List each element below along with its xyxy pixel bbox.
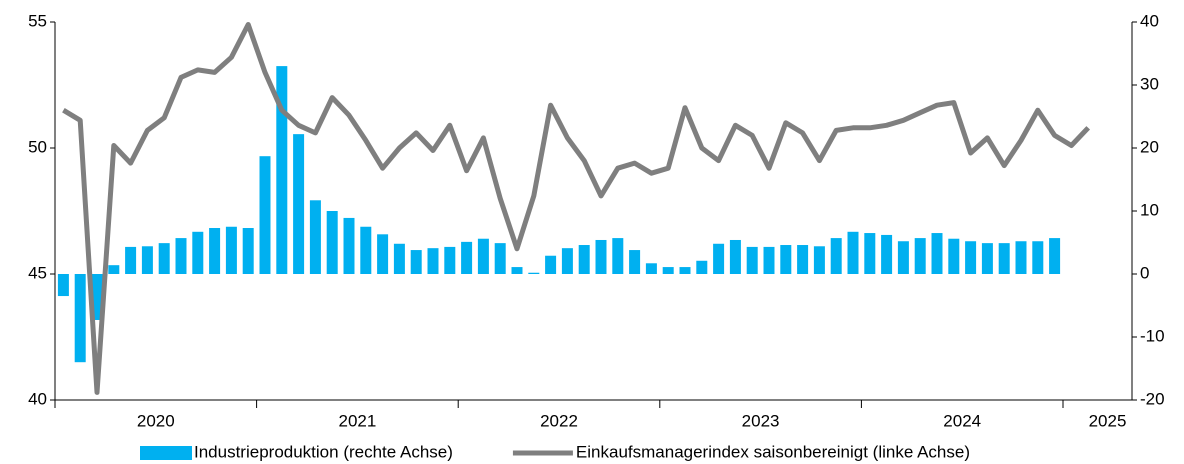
bar	[309, 200, 321, 274]
bar	[679, 267, 691, 274]
bar	[343, 217, 355, 274]
x-tick-label: 2023	[742, 411, 780, 430]
bar	[528, 272, 540, 274]
bar	[729, 239, 741, 274]
legend-swatch	[140, 446, 192, 460]
x-tick-label: 2025	[1089, 411, 1127, 430]
legend-label: Industrieproduktion (rechte Achse)	[194, 442, 453, 461]
bar	[259, 156, 271, 274]
y2-tick-label: 10	[1140, 200, 1159, 219]
bar	[242, 228, 254, 274]
bar	[847, 231, 859, 274]
bar	[225, 226, 237, 274]
bar	[293, 134, 305, 274]
bar	[125, 246, 137, 274]
x-tick-label: 2024	[943, 411, 981, 430]
bar	[662, 267, 674, 274]
x-tick-label: 2021	[338, 411, 376, 430]
y-tick-label: 45	[28, 263, 47, 282]
bar	[74, 274, 86, 363]
bar	[696, 260, 708, 274]
bar	[410, 250, 422, 274]
bar	[326, 211, 338, 274]
y2-tick-label: 20	[1140, 137, 1159, 156]
bar	[897, 241, 909, 274]
bar	[561, 248, 573, 274]
y2-tick-label: -20	[1140, 389, 1165, 408]
bar	[444, 246, 456, 274]
bar	[948, 238, 960, 274]
bar	[393, 243, 405, 274]
bar	[91, 274, 103, 320]
line	[62, 22, 1091, 395]
bar	[175, 238, 187, 274]
bar	[360, 226, 372, 274]
bar	[780, 245, 792, 274]
bar	[1015, 241, 1027, 274]
bar	[931, 233, 943, 274]
bar	[763, 246, 775, 274]
bar	[914, 238, 926, 274]
y2-tick-label: 40	[1140, 11, 1159, 30]
bar	[461, 241, 473, 274]
y2-tick-label: 30	[1140, 74, 1159, 93]
bar	[276, 66, 288, 274]
y-tick-label: 55	[28, 11, 47, 30]
bar	[864, 233, 876, 274]
bar	[595, 239, 607, 274]
bar	[494, 243, 506, 274]
bar	[830, 238, 842, 274]
bar	[797, 245, 809, 274]
bar	[377, 234, 389, 274]
bar	[158, 243, 170, 274]
bar	[998, 243, 1010, 274]
bar	[713, 243, 725, 274]
bar	[629, 250, 641, 274]
bar	[57, 274, 69, 297]
bar	[746, 246, 758, 274]
bar	[545, 255, 557, 274]
bar	[192, 231, 204, 274]
bar	[108, 265, 120, 274]
bar	[813, 246, 825, 274]
bar	[981, 243, 993, 274]
bar	[612, 238, 624, 274]
bar	[881, 234, 893, 274]
bar	[1049, 238, 1061, 274]
bar	[209, 228, 221, 274]
bar	[477, 238, 489, 274]
bar	[427, 248, 439, 274]
legend-label: Einkaufsmanagerindex saisonbereinigt (li…	[576, 442, 970, 461]
y2-tick-label: -10	[1140, 326, 1165, 345]
bar	[965, 241, 977, 274]
x-tick-label: 2020	[137, 411, 175, 430]
bar	[578, 245, 590, 274]
y-tick-label: 40	[28, 389, 47, 408]
bar	[141, 246, 153, 274]
x-tick-label: 2022	[540, 411, 578, 430]
bar	[511, 267, 523, 274]
bar	[1032, 241, 1044, 274]
y2-tick-label: 0	[1140, 263, 1149, 282]
bar	[645, 263, 657, 274]
y-tick-label: 50	[28, 137, 47, 156]
